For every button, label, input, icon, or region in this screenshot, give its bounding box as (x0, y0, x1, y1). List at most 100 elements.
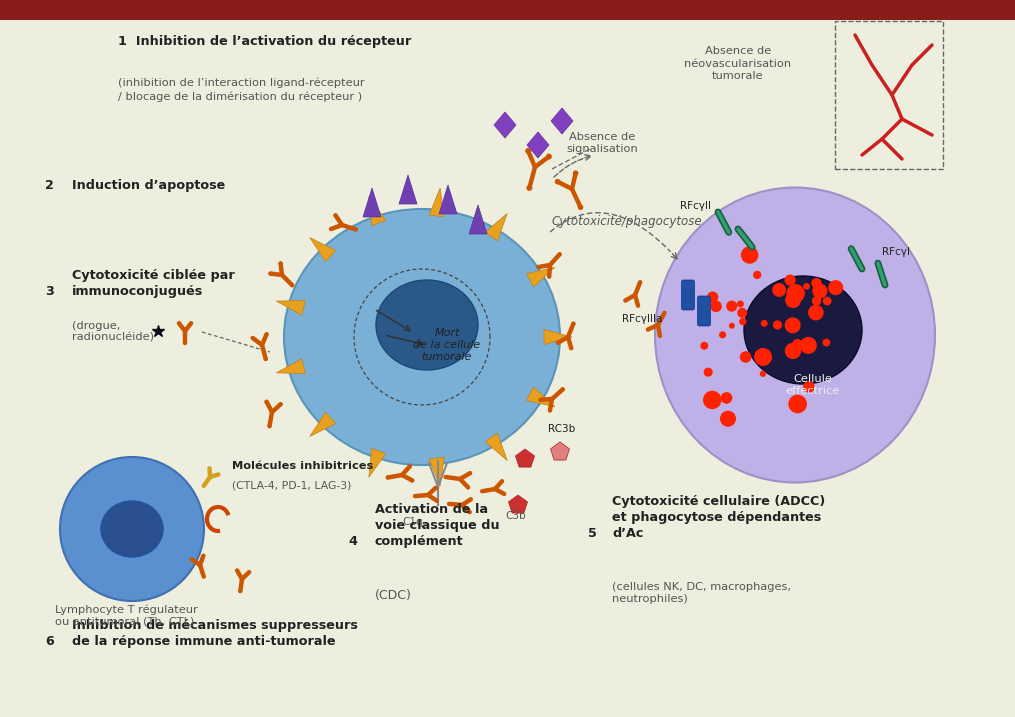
Circle shape (538, 398, 542, 402)
Circle shape (556, 341, 560, 345)
Circle shape (785, 318, 801, 333)
Polygon shape (429, 188, 445, 217)
Circle shape (239, 589, 242, 593)
Circle shape (760, 371, 766, 377)
Circle shape (560, 387, 564, 391)
Text: Cytotoxicité ciblée par
immunoconjugués: Cytotoxicité ciblée par immunoconjugués (72, 269, 234, 298)
Text: 2: 2 (45, 179, 54, 192)
Text: (drogue,
radionucléide): (drogue, radionucléide) (72, 320, 154, 343)
Polygon shape (527, 132, 549, 158)
Text: RFcγI: RFcγI (882, 247, 910, 257)
Circle shape (772, 320, 783, 330)
Circle shape (700, 342, 708, 350)
Polygon shape (310, 412, 336, 437)
Circle shape (480, 490, 484, 493)
Text: 3: 3 (45, 285, 54, 298)
Polygon shape (485, 214, 508, 241)
Polygon shape (527, 267, 555, 287)
Circle shape (636, 304, 639, 308)
Circle shape (448, 502, 451, 505)
Circle shape (828, 280, 843, 295)
Text: Cytotoxicité cellulaire (ADCC)
et phagocytose dépendantes
d’Ac: Cytotoxicité cellulaire (ADCC) et phagoc… (612, 495, 825, 540)
Text: RFcγII: RFcγII (680, 201, 710, 211)
Text: C3b: C3b (505, 511, 526, 521)
Circle shape (413, 494, 417, 498)
Circle shape (555, 179, 560, 184)
Text: Molécules inhibitrices: Molécules inhibitrices (232, 461, 374, 471)
Ellipse shape (284, 209, 560, 465)
Polygon shape (368, 196, 386, 226)
Polygon shape (429, 457, 445, 486)
Circle shape (468, 511, 471, 514)
Circle shape (60, 457, 204, 601)
Circle shape (737, 308, 747, 318)
Circle shape (469, 498, 473, 501)
Text: Inhibition de mécanismes suppresseurs
de la réponse immune anti-tumorale: Inhibition de mécanismes suppresseurs de… (72, 619, 358, 648)
Circle shape (571, 322, 576, 326)
Circle shape (290, 283, 294, 288)
Circle shape (202, 575, 205, 579)
Polygon shape (439, 185, 457, 214)
Circle shape (578, 204, 584, 210)
Polygon shape (551, 108, 573, 134)
Text: Absence de
signalisation: Absence de signalisation (566, 132, 637, 154)
Circle shape (502, 492, 506, 495)
Polygon shape (310, 237, 336, 262)
Text: Activation de la
voie classique du
complément: Activation de la voie classique du compl… (375, 503, 499, 548)
Circle shape (546, 153, 552, 159)
Circle shape (789, 394, 807, 413)
Circle shape (726, 300, 737, 312)
Ellipse shape (655, 188, 935, 483)
Circle shape (248, 571, 251, 574)
Circle shape (468, 471, 472, 475)
Circle shape (772, 283, 786, 297)
Text: Induction d’apoptose: Induction d’apoptose (72, 179, 225, 192)
Circle shape (251, 336, 255, 340)
Circle shape (208, 467, 211, 470)
Text: (inhibition de l’interaction ligand-récepteur
/ blocage de la dimérisation du ré: (inhibition de l’interaction ligand-réce… (118, 77, 364, 102)
Circle shape (800, 337, 817, 354)
Text: Cellule
effectrice: Cellule effectrice (786, 374, 840, 396)
Circle shape (786, 292, 801, 308)
Circle shape (265, 400, 269, 404)
Circle shape (466, 485, 470, 489)
Circle shape (753, 271, 761, 279)
Circle shape (235, 569, 239, 572)
Circle shape (658, 334, 662, 338)
Circle shape (761, 320, 767, 327)
Circle shape (525, 148, 531, 154)
Circle shape (190, 558, 194, 561)
Circle shape (787, 284, 805, 303)
Circle shape (202, 554, 205, 557)
Polygon shape (368, 448, 386, 478)
Circle shape (537, 265, 541, 269)
Circle shape (408, 465, 412, 468)
Text: Lymphocyte T régulateur
ou antitumoral (Th, CTL): Lymphocyte T régulateur ou antitumoral (… (55, 604, 198, 627)
Text: Absence de
néovascularisation
tumorale: Absence de néovascularisation tumorale (684, 46, 792, 81)
Circle shape (435, 499, 438, 503)
Circle shape (202, 485, 205, 488)
Text: C1q: C1q (402, 517, 422, 527)
Circle shape (719, 331, 726, 338)
Circle shape (264, 357, 268, 361)
Circle shape (720, 411, 736, 427)
Polygon shape (527, 387, 555, 407)
Circle shape (803, 283, 810, 290)
Text: RFcγIIIa: RFcγIIIa (622, 314, 663, 324)
Polygon shape (399, 175, 417, 204)
Circle shape (811, 278, 822, 288)
Circle shape (646, 328, 650, 331)
Circle shape (706, 292, 719, 303)
Polygon shape (276, 359, 306, 374)
Text: RC3b: RC3b (548, 424, 576, 434)
Ellipse shape (376, 280, 478, 370)
Circle shape (329, 227, 333, 231)
Circle shape (500, 480, 503, 483)
Circle shape (572, 171, 579, 176)
Circle shape (433, 486, 437, 490)
Circle shape (265, 332, 269, 336)
Circle shape (785, 343, 801, 359)
Circle shape (279, 402, 282, 407)
Circle shape (623, 298, 627, 303)
Ellipse shape (744, 276, 862, 384)
